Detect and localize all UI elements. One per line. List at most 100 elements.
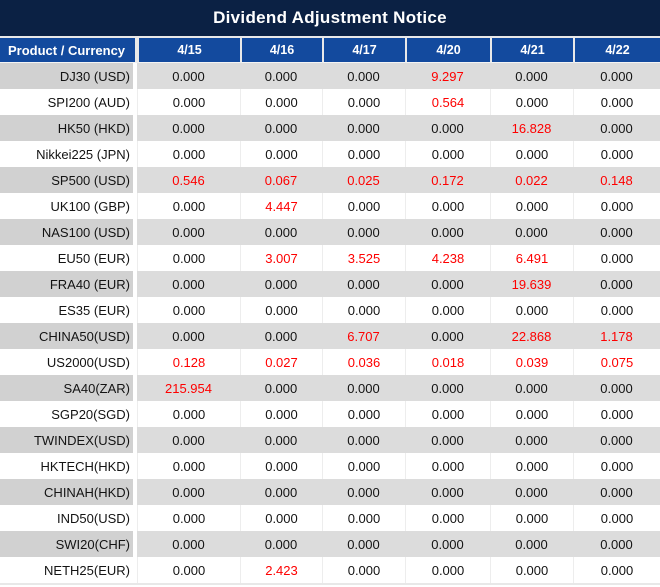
value-cell: 0.000 (322, 297, 405, 323)
value-cell: 0.000 (490, 557, 573, 583)
value-cell: 19.639 (490, 271, 573, 297)
value-cell: 0.000 (322, 453, 405, 479)
value-cell: 0.000 (405, 427, 490, 453)
value-cell: 0.018 (405, 349, 490, 375)
value-cell: 0.000 (322, 89, 405, 115)
product-cell: EU50 (EUR) (0, 245, 137, 271)
header-date: 4/22 (573, 38, 660, 63)
table-row: NETH25(EUR) 0.000 2.423 0.000 0.000 0.000 0.00… (0, 557, 660, 583)
value-cell: 0.000 (322, 141, 405, 167)
product-cell: FRA40 (EUR) (0, 271, 137, 297)
value-cell: 0.000 (573, 531, 660, 557)
value-cell: 0.000 (405, 297, 490, 323)
value-cell: 0.000 (490, 427, 573, 453)
product-cell: NAS100 (USD) (0, 219, 137, 245)
value-cell: 0.000 (490, 89, 573, 115)
value-cell: 0.000 (322, 557, 405, 583)
value-cell: 0.000 (573, 89, 660, 115)
value-cell: 0.000 (573, 219, 660, 245)
value-cell: 0.000 (137, 401, 240, 427)
table-row: UK100 (GBP) 0.000 4.447 0.000 0.000 0.000 0.00… (0, 193, 660, 219)
value-cell: 0.000 (240, 271, 322, 297)
value-cell: 0.000 (240, 453, 322, 479)
product-cell: NETH25(EUR) (0, 557, 137, 583)
value-cell: 0.025 (322, 167, 405, 193)
value-cell: 0.000 (490, 505, 573, 531)
table-row: CHINAH(HKD) 0.000 0.000 0.000 0.000 0.000 0.00… (0, 479, 660, 505)
value-cell: 0.000 (137, 115, 240, 141)
value-cell: 0.000 (137, 219, 240, 245)
value-cell: 16.828 (490, 115, 573, 141)
value-cell: 0.067 (240, 167, 322, 193)
value-cell: 0.000 (573, 453, 660, 479)
value-cell: 0.000 (573, 297, 660, 323)
value-cell: 0.000 (405, 375, 490, 401)
table-row: US2000(USD) 0.128 0.027 0.036 0.018 0.039 0.07… (0, 349, 660, 375)
value-cell: 0.000 (490, 219, 573, 245)
value-cell: 0.000 (240, 115, 322, 141)
table-row: NAS100 (USD) 0.000 0.000 0.000 0.000 0.000 0.0… (0, 219, 660, 245)
table-row: ES35 (EUR) 0.000 0.000 0.000 0.000 0.000 0.000 (0, 297, 660, 323)
table-row: SP500 (USD) 0.546 0.067 0.025 0.172 0.022 0.14… (0, 167, 660, 193)
value-cell: 0.000 (322, 219, 405, 245)
value-cell: 0.000 (573, 141, 660, 167)
value-cell: 0.000 (573, 401, 660, 427)
value-cell: 0.000 (573, 245, 660, 271)
value-cell: 0.000 (240, 479, 322, 505)
value-cell: 0.000 (240, 401, 322, 427)
value-cell: 22.868 (490, 323, 573, 349)
value-cell: 0.000 (573, 427, 660, 453)
product-cell: IND50(USD) (0, 505, 137, 531)
value-cell: 0.000 (137, 557, 240, 583)
value-cell: 0.000 (322, 115, 405, 141)
value-cell: 0.000 (240, 427, 322, 453)
table-row: HK50 (HKD) 0.000 0.000 0.000 0.000 16.828 0.00… (0, 115, 660, 141)
table-row: EU50 (EUR) 0.000 3.007 3.525 4.238 6.491 0.000 (0, 245, 660, 271)
product-cell: CHINAH(HKD) (0, 479, 137, 505)
value-cell: 0.022 (490, 167, 573, 193)
value-cell: 0.000 (490, 479, 573, 505)
value-cell: 215.954 (137, 375, 240, 401)
header-date: 4/17 (322, 38, 405, 63)
header-row: Product / Currency 4/15 4/16 4/17 4/20 4/21 4… (0, 38, 660, 63)
value-cell: 0.000 (137, 141, 240, 167)
value-cell: 0.000 (322, 401, 405, 427)
table-row: SPI200 (AUD) 0.000 0.000 0.000 0.564 0.000 0.0… (0, 89, 660, 115)
value-cell: 0.000 (137, 297, 240, 323)
table-row: FRA40 (EUR) 0.000 0.000 0.000 0.000 19.639 0.0… (0, 271, 660, 297)
value-cell: 6.491 (490, 245, 573, 271)
value-cell: 0.000 (490, 375, 573, 401)
value-cell: 0.000 (573, 115, 660, 141)
product-cell: SGP20(SGD) (0, 401, 137, 427)
value-cell: 1.178 (573, 323, 660, 349)
value-cell: 0.036 (322, 349, 405, 375)
product-cell: Nikkei225 (JPN) (0, 141, 137, 167)
product-cell: SPI200 (AUD) (0, 89, 137, 115)
product-cell: TWINDEX(USD) (0, 427, 137, 453)
header-date: 4/21 (490, 38, 573, 63)
value-cell: 0.000 (137, 427, 240, 453)
table-row: TWINDEX(USD) 0.000 0.000 0.000 0.000 0.000 0.0… (0, 427, 660, 453)
value-cell: 0.000 (137, 193, 240, 219)
value-cell: 0.000 (405, 401, 490, 427)
header-date: 4/20 (405, 38, 490, 63)
product-cell: SWI20(CHF) (0, 531, 137, 557)
value-cell: 0.000 (322, 505, 405, 531)
value-cell: 0.000 (240, 505, 322, 531)
value-cell: 0.000 (240, 297, 322, 323)
value-cell: 0.039 (490, 349, 573, 375)
dividend-adjustment-table: Product / Currency 4/15 4/16 4/17 4/20 4/21 4… (0, 38, 660, 583)
table-title: Dividend Adjustment Notice (0, 0, 660, 38)
header-date: 4/15 (137, 38, 240, 63)
value-cell: 0.000 (322, 193, 405, 219)
value-cell: 0.000 (240, 323, 322, 349)
product-cell: SP500 (USD) (0, 167, 137, 193)
value-cell: 0.000 (137, 323, 240, 349)
value-cell: 0.000 (405, 193, 490, 219)
value-cell: 0.172 (405, 167, 490, 193)
product-cell: CHINA50(USD) (0, 323, 137, 349)
value-cell: 0.000 (137, 89, 240, 115)
value-cell: 0.000 (490, 141, 573, 167)
value-cell: 0.000 (405, 557, 490, 583)
